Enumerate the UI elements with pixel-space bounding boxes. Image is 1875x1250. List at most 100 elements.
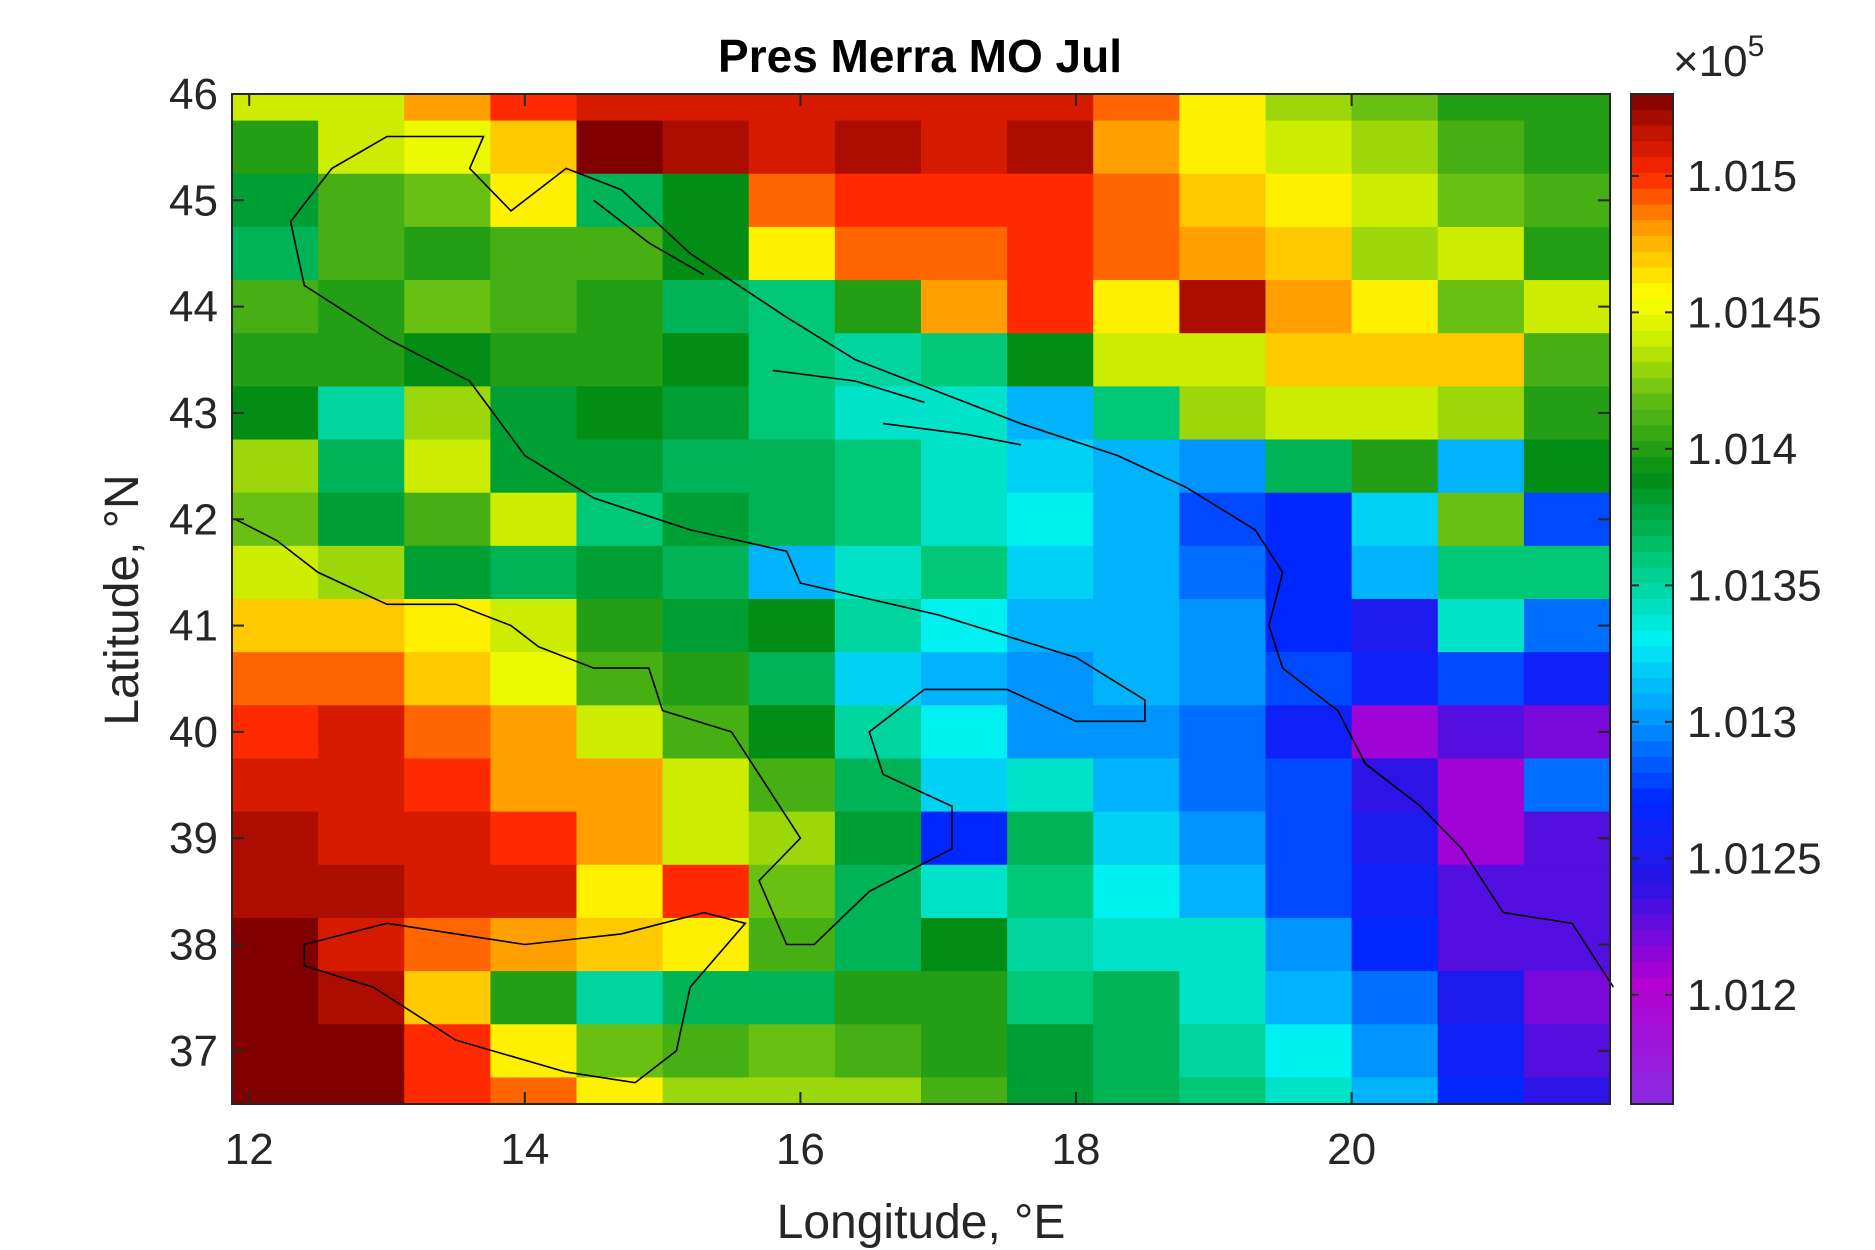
- x-tick-label: 14: [500, 1125, 549, 1174]
- heatmap-cell: [748, 599, 836, 653]
- colorbar-segment: [1631, 1088, 1673, 1105]
- colorbar-segment: [1631, 1056, 1673, 1074]
- colorbar-segment: [1631, 109, 1673, 127]
- heatmap-cell: [921, 120, 1008, 175]
- colorbar-segment: [1631, 977, 1673, 995]
- heatmap-cell: [1265, 864, 1353, 919]
- heatmap-cell: [404, 492, 491, 547]
- heatmap-cell: [1093, 333, 1180, 387]
- heatmap-cell: [576, 94, 664, 122]
- heatmap-cell: [1007, 545, 1094, 600]
- heatmap-cell: [490, 280, 577, 334]
- heatmap-cell: [662, 652, 750, 706]
- heatmap-cell: [232, 1077, 319, 1105]
- colorbar-segment: [1631, 346, 1673, 363]
- heatmap-cell: [1523, 864, 1611, 919]
- heatmap-cell: [748, 864, 836, 919]
- heatmap-cell: [490, 1077, 577, 1105]
- heatmap-cell: [404, 705, 491, 759]
- coastline: [882, 422, 1022, 446]
- heatmap-cell: [490, 705, 577, 759]
- heatmap-cell: [318, 1077, 405, 1105]
- heatmap-cell: [232, 599, 319, 653]
- x-tick-label: 18: [1052, 1125, 1101, 1174]
- heatmap-cell: [1179, 599, 1266, 653]
- heatmap-cell: [1007, 280, 1094, 334]
- heatmap-cell: [1265, 492, 1353, 547]
- heatmap-cell: [318, 386, 405, 441]
- heatmap-cell: [1179, 811, 1266, 866]
- heatmap-cell: [1179, 280, 1266, 334]
- colorbar-segment: [1631, 1025, 1673, 1042]
- heatmap-cell: [1437, 705, 1525, 759]
- heatmap-cell: [1093, 545, 1180, 600]
- heatmap-cell: [576, 333, 664, 387]
- heatmap-cell: [576, 758, 664, 813]
- colorbar-segment: [1631, 867, 1673, 884]
- colorbar-segment: [1631, 393, 1673, 411]
- heatmap-cell: [1179, 1077, 1266, 1105]
- heatmap-cell: [576, 120, 664, 175]
- heatmap-cell: [404, 94, 491, 122]
- heatmap-cell: [1007, 173, 1094, 228]
- heatmap-cell: [1179, 705, 1266, 759]
- y-tick-label: 42: [169, 495, 218, 544]
- heatmap-cell: [1093, 386, 1180, 441]
- heatmap-cell: [576, 599, 664, 653]
- colorbar-segment: [1631, 472, 1673, 490]
- colorbar-segment: [1631, 378, 1673, 395]
- heatmap-cell: [490, 439, 577, 494]
- heatmap-cell: [1093, 758, 1180, 813]
- heatmap-cell: [404, 971, 491, 1025]
- colorbar-segment: [1631, 772, 1673, 789]
- heatmap-cell: [662, 758, 750, 813]
- heatmap-cell: [1523, 120, 1611, 175]
- y-tick-label: 41: [169, 602, 218, 651]
- heatmap-cell: [232, 226, 319, 281]
- heatmap-cell: [662, 280, 750, 334]
- heatmap-cell: [1007, 226, 1094, 281]
- heatmap-cells: [232, 94, 1611, 1105]
- heatmap-cell: [1007, 705, 1094, 759]
- heatmap-cell: [921, 173, 1008, 228]
- heatmap-cell: [921, 226, 1008, 281]
- heatmap-cell: [662, 120, 750, 175]
- heatmap-cell: [662, 971, 750, 1025]
- colorbar: 1.012 1.0125 1.013 1.0135 1.014 1.0145 1.015: [1630, 93, 1822, 1105]
- heatmap-cell: [1437, 386, 1525, 441]
- heatmap-cell: [232, 280, 319, 334]
- colorbar-segment: [1631, 756, 1673, 774]
- heatmap-cell: [1179, 386, 1266, 441]
- heatmap-cell: [1179, 758, 1266, 813]
- heatmap-cell: [490, 917, 577, 972]
- heatmap-cell: [834, 94, 922, 122]
- heatmap-cell: [662, 173, 750, 228]
- heatmap-cell: [404, 333, 491, 387]
- colorbar-segment: [1631, 441, 1673, 458]
- heatmap-cell: [1179, 439, 1266, 494]
- heatmap-cell: [1351, 971, 1439, 1025]
- heatmap-cell: [318, 811, 405, 866]
- colorbar-segment: [1631, 709, 1673, 726]
- heatmap-cell: [662, 864, 750, 919]
- heatmap-cell: [662, 545, 750, 600]
- heatmap-cell: [921, 492, 1008, 547]
- heatmap-cell: [1265, 226, 1353, 281]
- heatmap-cell: [1351, 492, 1439, 547]
- heatmap-cell: [1523, 971, 1611, 1025]
- heatmap-cell: [318, 120, 405, 175]
- heatmap-cell: [232, 492, 319, 547]
- heatmap-cell: [1351, 599, 1439, 653]
- heatmap-cell: [1179, 492, 1266, 547]
- heatmap-cell: [662, 811, 750, 866]
- heatmap-cell: [1179, 226, 1266, 281]
- colorbar-segment: [1631, 251, 1673, 269]
- heatmap-cell: [1437, 545, 1525, 600]
- heatmap-cell: [1523, 1077, 1611, 1105]
- heatmap-cell: [232, 173, 319, 228]
- colorbar-segment: [1631, 535, 1673, 553]
- heatmap-cell: [576, 173, 664, 228]
- heatmap-cell: [1093, 705, 1180, 759]
- heatmap-cell: [834, 439, 922, 494]
